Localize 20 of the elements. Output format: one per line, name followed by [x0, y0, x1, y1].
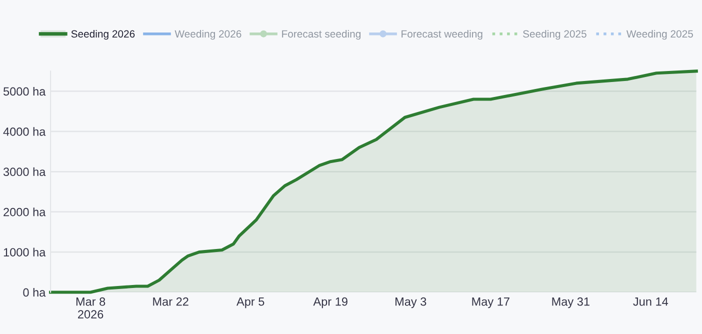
x-tick-label: May 3 — [396, 297, 426, 308]
x-tick-label: May 31 — [552, 297, 590, 308]
legend-label: Forecast weeding — [402, 30, 482, 40]
x-tick-label: Apr 5 — [236, 298, 264, 308]
x-tick-label: May 17 — [472, 298, 510, 308]
x-tick-label: Mar 22 — [153, 297, 188, 306]
legend-label: Weeding 2025 — [626, 30, 693, 40]
y-tick-label: 0 ha — [23, 288, 46, 297]
x-tick-label: Mar 8 2026 — [76, 297, 106, 318]
y-tick-label: 3000 ha — [3, 167, 46, 176]
legend-label: Seeding 2026 — [71, 30, 135, 40]
legend-label: Forecast seeding — [282, 30, 360, 40]
y-tick-label: 2000 ha — [4, 208, 46, 216]
legend-label: Seeding 2025 — [523, 30, 586, 40]
x-tick-label: Apr 19 — [313, 297, 348, 308]
x-tick-label: Jun 14 — [633, 298, 668, 306]
y-tick-label: 1000 ha — [4, 248, 46, 256]
legend-label: Weeding 2026 — [174, 30, 242, 40]
y-tick-label: 5000 ha — [3, 86, 46, 96]
y-tick-label: 4000 ha — [3, 127, 46, 136]
